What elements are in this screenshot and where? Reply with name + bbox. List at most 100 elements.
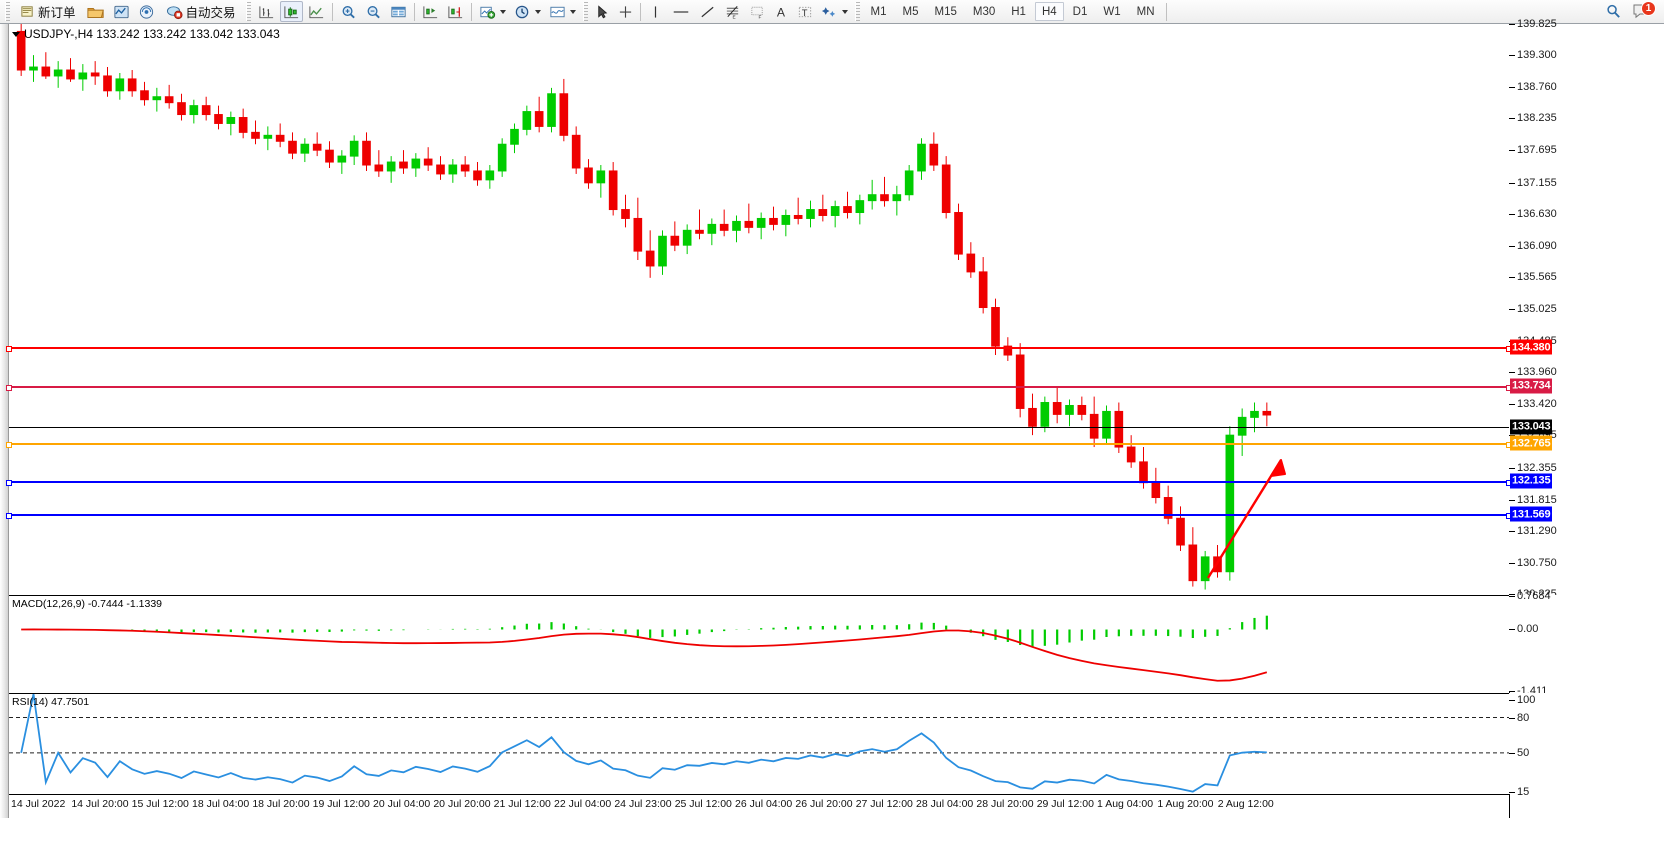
profiles-button[interactable]: [84, 1, 108, 22]
toolbar-grip-4[interactable]: [854, 2, 860, 21]
status-strip: [0, 818, 1664, 842]
timeframe-w1[interactable]: W1: [1103, 5, 1121, 18]
autotrading-button[interactable]: 自动交易: [160, 1, 242, 22]
price-level-line-resistance-2[interactable]: [6, 346, 1512, 353]
templates-caret-icon[interactable]: [569, 9, 576, 14]
zoom-in-button[interactable]: [337, 1, 360, 22]
timeframe-m30[interactable]: M30: [972, 5, 996, 18]
toolbar-grip[interactable]: [5, 2, 10, 21]
price-level-line-pivot[interactable]: [6, 442, 1512, 449]
chart-title-caret-icon[interactable]: [12, 31, 20, 37]
price-tick: [1509, 24, 1515, 25]
text-label-icon: T: [798, 6, 811, 17]
folder-icon: [86, 7, 104, 18]
text-button[interactable]: A: [771, 1, 792, 22]
price-pane[interactable]: [9, 24, 1509, 594]
price-level-tag-support-2[interactable]: 131.569: [1510, 506, 1553, 522]
price-level-line-current-price[interactable]: [9, 426, 1509, 428]
price-tick-label: 131.290: [1517, 524, 1557, 537]
chart-title-text: USDJPY-,H4 133.242 133.242 133.042 133.0…: [24, 27, 280, 41]
date-tick-label: 29 Jul 12:00: [1036, 798, 1094, 810]
horizontal-line-button[interactable]: [668, 1, 694, 22]
level-anchor-handle-left[interactable]: [6, 513, 12, 520]
rsi-tick: [1509, 700, 1515, 701]
price-tick: [1509, 245, 1515, 247]
price-level-tag-pivot[interactable]: 132.765: [1510, 435, 1553, 451]
crosshair-button[interactable]: [615, 1, 636, 22]
level-anchor-handle-left[interactable]: [6, 479, 12, 486]
macd-pane[interactable]: MACD(12,26,9) -0.7444 -1.1339: [9, 595, 1509, 691]
price-tick: [1509, 404, 1515, 406]
rsi-tick: [1509, 717, 1515, 719]
text-label-button[interactable]: T: [794, 1, 816, 22]
price-level-line-support-1[interactable]: [6, 479, 1512, 486]
new-order-button[interactable]: 新订单: [14, 1, 82, 22]
indicators-caret-icon[interactable]: [499, 9, 506, 14]
zoom-out-button[interactable]: [362, 1, 385, 22]
indicators-button[interactable]: [476, 1, 509, 22]
toolbar-grip-2[interactable]: [245, 2, 251, 21]
date-axis[interactable]: 14 Jul 2022 14 Jul 20:00 15 Jul 12:00 18 Ju…: [9, 796, 1664, 818]
date-tick-label: 18 Jul 04:00: [192, 798, 250, 810]
cursor-button[interactable]: [592, 1, 613, 22]
price-level-line-support-2[interactable]: [6, 513, 1512, 520]
chart-title[interactable]: USDJPY-,H4 133.242 133.242 133.042 133.0…: [12, 27, 280, 41]
periods-button[interactable]: [511, 1, 544, 22]
timeframe-m15[interactable]: M15: [934, 5, 957, 18]
price-level-tag-resistance-2[interactable]: 134.380: [1510, 339, 1553, 355]
crosshair-icon: [619, 5, 631, 18]
price-level-tag-resistance-1[interactable]: 133.734: [1510, 378, 1553, 394]
macd-axis[interactable]: 0.7684 0.00 -1.411: [1509, 590, 1664, 697]
price-level-tag-support-1[interactable]: 132.135: [1510, 473, 1553, 489]
date-tick-label: 26 Jul 04:00: [735, 798, 793, 810]
rsi-plot: [9, 694, 1509, 793]
price-tick: [1509, 87, 1515, 89]
line-chart-button[interactable]: [305, 1, 328, 22]
timeframe-mn[interactable]: MN: [1136, 5, 1155, 18]
vertical-line-button[interactable]: [645, 1, 666, 22]
level-anchor-handle-left[interactable]: [6, 442, 12, 449]
bar-chart-button[interactable]: [255, 1, 278, 22]
search-button[interactable]: [1602, 1, 1625, 22]
price-level-tag-current-price[interactable]: 133.043: [1510, 419, 1553, 435]
trendline-button[interactable]: [696, 1, 719, 22]
price-tick-label: 133.420: [1517, 398, 1557, 411]
signals-icon: [139, 4, 153, 19]
periods-caret-icon[interactable]: [534, 9, 541, 14]
cursor-icon: [597, 4, 607, 18]
timeframe-h1[interactable]: H1: [1011, 5, 1026, 18]
timeframe-h4[interactable]: H4: [1034, 2, 1064, 21]
objects-caret-icon[interactable]: [841, 9, 848, 14]
price-axis[interactable]: 139.825 139.300 138.760 138.235 137.695 137.1…: [1509, 18, 1664, 600]
new-order-icon: [21, 6, 33, 17]
signals-button[interactable]: [135, 1, 158, 22]
auto-scroll-button[interactable]: [419, 1, 442, 22]
rsi-axis[interactable]: 100 80 50 15: [1509, 693, 1664, 798]
templates-button[interactable]: [546, 1, 579, 22]
chart-area[interactable]: USDJPY-,H4 133.242 133.242 133.042 133.0…: [0, 18, 1664, 842]
date-tick-label: 1 Aug 20:00: [1157, 798, 1214, 810]
toolbar-grip-3[interactable]: [582, 2, 588, 21]
data-window-button[interactable]: [387, 1, 410, 22]
toolbar-separator-2: [413, 2, 415, 21]
candlestick-chart-button[interactable]: [279, 1, 303, 22]
price-level-line-resistance-1[interactable]: [6, 384, 1512, 391]
rsi-pane[interactable]: RSI(14) 47.7501: [9, 693, 1509, 794]
price-tick-label: 138.760: [1517, 81, 1557, 94]
chat-button[interactable]: 1: [1632, 0, 1656, 22]
timeframe-m5[interactable]: M5: [902, 5, 919, 18]
level-anchor-handle-left[interactable]: [6, 384, 12, 391]
price-tick-label: 136.090: [1517, 239, 1557, 252]
timeframe-m1[interactable]: M1: [870, 5, 887, 18]
chart-shift-button[interactable]: [444, 1, 467, 22]
market-watch-button[interactable]: [110, 1, 133, 22]
fibonacci-button[interactable]: E: [721, 1, 744, 22]
toolbar-separator-5: [1165, 2, 1167, 21]
objects-button[interactable]: [818, 1, 851, 22]
equidistant-channel-button[interactable]: F: [746, 1, 769, 22]
level-anchor-handle-left[interactable]: [6, 346, 12, 353]
bar-chart-icon: [258, 5, 273, 18]
timeframe-d1[interactable]: D1: [1072, 5, 1088, 18]
price-tick-label: 137.695: [1517, 144, 1557, 157]
